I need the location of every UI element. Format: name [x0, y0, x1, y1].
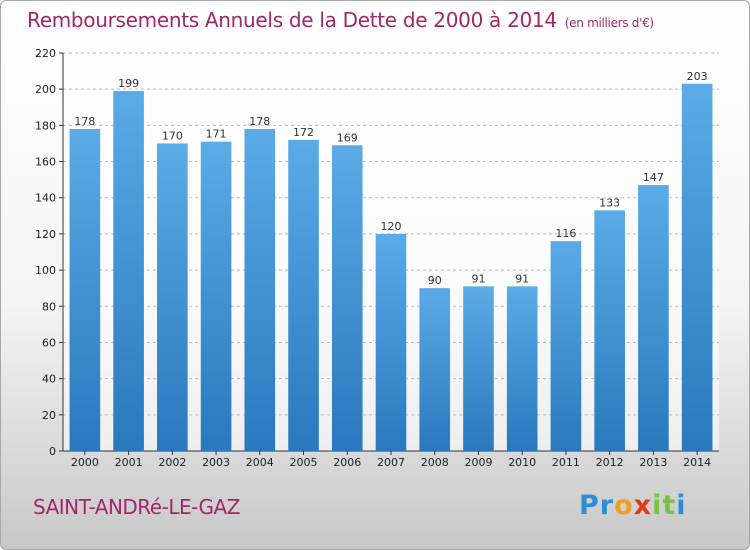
bar-value-label: 170 [162, 129, 183, 142]
bar [550, 241, 582, 451]
bar [375, 233, 407, 451]
chart-title: Remboursements Annuels de la Dette de 20… [27, 8, 654, 32]
y-tick-label: 120 [35, 228, 56, 241]
bar [157, 143, 188, 452]
bar [681, 83, 713, 451]
x-tick-label: 2008 [421, 456, 449, 469]
x-tick-label: 2012 [596, 456, 624, 469]
logo-letter: o [614, 490, 634, 521]
proxiti-logo: Proxiti [579, 490, 687, 521]
x-tick-label: 2001 [115, 456, 143, 469]
bar [506, 286, 538, 451]
y-tick-label: 140 [35, 192, 56, 205]
x-tick-label: 2006 [333, 456, 361, 469]
x-tick-label: 2002 [158, 456, 186, 469]
bar-value-label: 120 [381, 220, 402, 233]
bar-value-label: 171 [206, 128, 227, 141]
bar [113, 90, 144, 451]
logo-letter: i [652, 490, 663, 521]
y-tick-label: 160 [35, 156, 56, 169]
bar [594, 210, 625, 451]
bar-value-label: 169 [337, 131, 358, 144]
y-tick-label: 0 [49, 445, 56, 458]
bar-value-label: 147 [643, 171, 664, 184]
y-tick-label: 80 [42, 300, 56, 313]
x-tick-label: 2005 [290, 456, 318, 469]
x-tick-label: 2011 [552, 456, 580, 469]
y-tick-label: 220 [35, 47, 56, 60]
bars [69, 83, 713, 452]
y-tick-label: 20 [42, 409, 56, 422]
labels: 0 20 40 60 80 100 120 140 160 180 200 220 178 2000 199… [35, 47, 711, 469]
chart-title-text: Remboursements Annuels de la Dette de 20… [27, 8, 557, 32]
bar-value-label: 133 [599, 196, 620, 209]
logo-letter: i [676, 490, 687, 521]
bar-value-label: 90 [428, 274, 442, 287]
bar-value-label: 91 [515, 272, 529, 285]
bar [244, 128, 276, 451]
bar-value-label: 203 [687, 70, 708, 83]
logo-letter: x [633, 490, 653, 521]
commune-name: SAINT-ANDRé-LE-GAZ [33, 495, 240, 519]
x-tick-label: 2000 [71, 456, 99, 469]
bar-value-label: 178 [249, 115, 270, 128]
bar [463, 286, 494, 451]
logo-letter: t [662, 490, 677, 521]
x-tick-label: 2013 [639, 456, 667, 469]
bar [200, 141, 232, 452]
bar-value-label: 91 [471, 272, 485, 285]
bar [638, 185, 669, 451]
x-tick-label: 2007 [377, 456, 405, 469]
bar-value-label: 172 [293, 126, 314, 139]
unit-note: (en milliers d'€) [564, 16, 654, 30]
bar-value-label: 199 [118, 77, 139, 90]
bar-value-label: 116 [555, 227, 576, 240]
x-tick-label: 2003 [202, 456, 230, 469]
logo-letter: r [599, 490, 615, 521]
y-tick-label: 40 [42, 373, 56, 386]
x-tick-label: 2014 [683, 456, 711, 469]
y-tick-label: 100 [35, 264, 56, 277]
y-tick-label: 200 [35, 83, 56, 96]
y-tick-label: 60 [42, 336, 56, 349]
y-tick-label: 180 [35, 119, 56, 132]
bar [288, 139, 319, 451]
bar [419, 288, 451, 451]
bar [331, 145, 363, 451]
logo-letter: P [579, 490, 600, 521]
x-tick-label: 2010 [508, 456, 536, 469]
bar-value-label: 178 [74, 115, 95, 128]
x-tick-label: 2009 [464, 456, 492, 469]
x-tick-label: 2004 [246, 456, 274, 469]
bar [69, 128, 101, 451]
